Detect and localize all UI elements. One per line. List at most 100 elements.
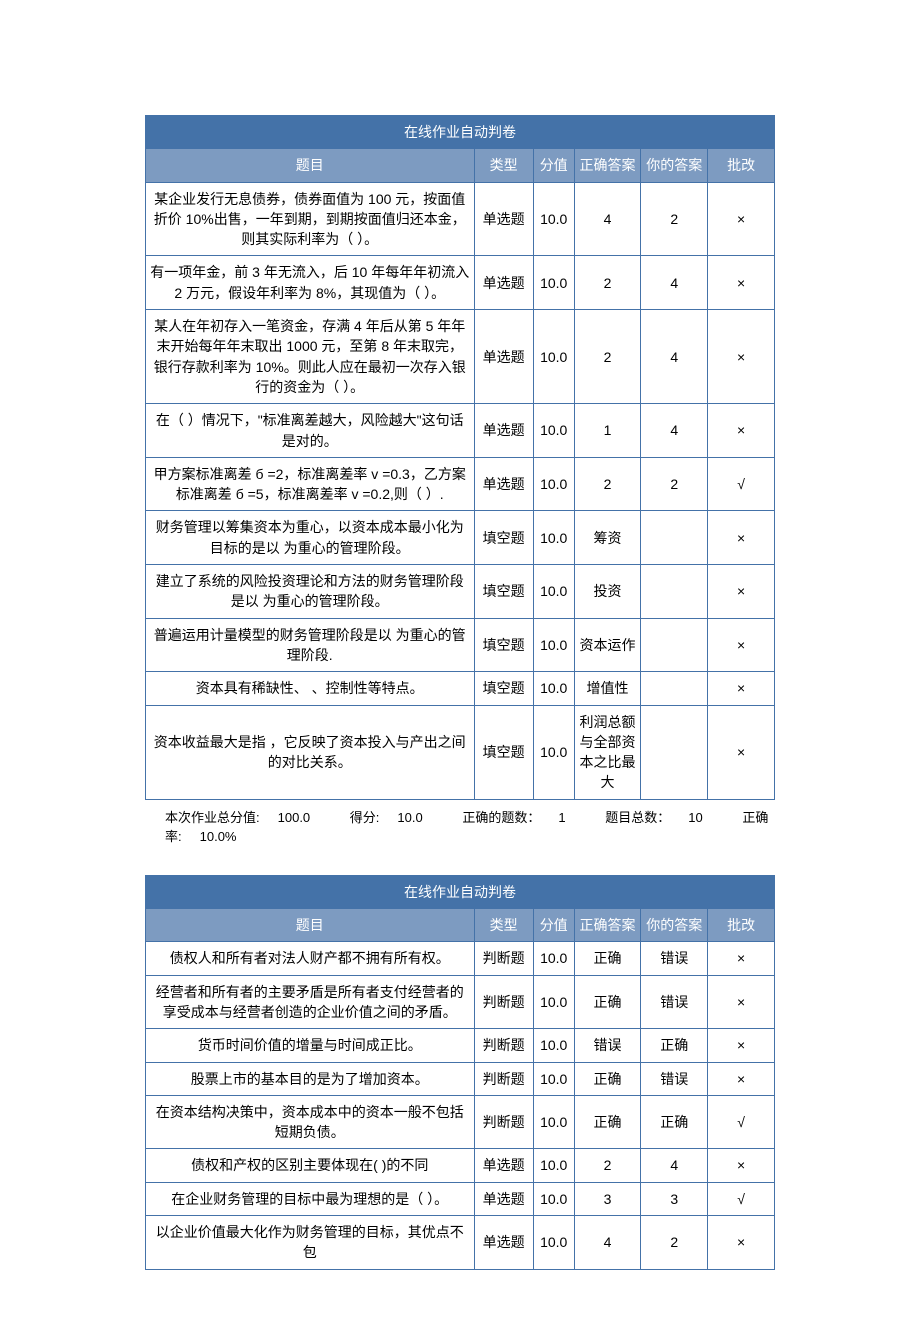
mark-wrong-icon: ×	[708, 1062, 775, 1095]
cell-correct-answer: 2	[574, 310, 641, 404]
cell-question: 货币时间价值的增量与时间成正比。	[146, 1029, 475, 1062]
cell-your-answer: 4	[641, 256, 708, 310]
summary-rate-value: 10.0%	[200, 829, 237, 844]
table-row: 在企业财务管理的目标中最为理想的是（ ）。单选题10.033√	[146, 1182, 775, 1215]
cell-score: 10.0	[533, 404, 574, 458]
summary-total-count-value: 10	[688, 810, 702, 825]
mark-correct-icon: √	[708, 1182, 775, 1215]
cell-type: 单选题	[474, 1149, 533, 1182]
mark-wrong-icon: ×	[708, 975, 775, 1029]
cell-correct-answer: 1	[574, 404, 641, 458]
header-score: 分值	[533, 149, 574, 182]
mark-wrong-icon: ×	[708, 1215, 775, 1269]
cell-your-answer: 4	[641, 404, 708, 458]
summary-total-value: 100.0	[278, 810, 311, 825]
grading-table-2: 在线作业自动判卷 题目 类型 分值 正确答案 你的答案 批改 债权人和所有者对法…	[145, 875, 775, 1270]
mark-wrong-icon: ×	[708, 182, 775, 256]
cell-score: 10.0	[533, 1062, 574, 1095]
cell-correct-answer: 增值性	[574, 672, 641, 705]
cell-your-answer: 4	[641, 310, 708, 404]
cell-question: 以企业价值最大化作为财务管理的目标，其优点不包	[146, 1215, 475, 1269]
cell-question: 建立了系统的风险投资理论和方法的财务管理阶段是以 为重心的管理阶段。	[146, 565, 475, 619]
cell-correct-answer: 2	[574, 256, 641, 310]
mark-wrong-icon: ×	[708, 942, 775, 975]
cell-type: 单选题	[474, 1182, 533, 1215]
cell-score: 10.0	[533, 1149, 574, 1182]
cell-question: 某企业发行无息债券，债券面值为 100 元，按面值折价 10%出售，一年到期，到…	[146, 182, 475, 256]
header-correct: 正确答案	[574, 149, 641, 182]
cell-question: 在（ ）情况下，"标准离差越大，风险越大"这句话是对的。	[146, 404, 475, 458]
table-row: 资本具有稀缺性、 、控制性等特点。填空题10.0增值性×	[146, 672, 775, 705]
cell-type: 判断题	[474, 942, 533, 975]
cell-type: 填空题	[474, 672, 533, 705]
mark-wrong-icon: ×	[708, 1029, 775, 1062]
cell-question: 普遍运用计量模型的财务管理阶段是以 为重心的管理阶段.	[146, 618, 475, 672]
table-row: 债权人和所有者对法人财产都不拥有所有权。判断题10.0正确错误×	[146, 942, 775, 975]
table-row: 财务管理以筹集资本为重心，以资本成本最小化为目标的是以 为重心的管理阶段。填空题…	[146, 511, 775, 565]
cell-your-answer: 2	[641, 182, 708, 256]
header-score-2: 分值	[533, 909, 574, 942]
mark-wrong-icon: ×	[708, 618, 775, 672]
cell-score: 10.0	[533, 1029, 574, 1062]
cell-score: 10.0	[533, 942, 574, 975]
cell-score: 10.0	[533, 457, 574, 511]
cell-score: 10.0	[533, 1095, 574, 1149]
cell-correct-answer: 利润总额与全部资本之比最大	[574, 705, 641, 799]
table-row: 股票上市的基本目的是为了增加资本。判断题10.0正确错误×	[146, 1062, 775, 1095]
cell-your-answer	[641, 618, 708, 672]
mark-wrong-icon: ×	[708, 310, 775, 404]
mark-correct-icon: √	[708, 457, 775, 511]
cell-question: 资本收益最大是指 ，它反映了资本投入与产出之间的对比关系。	[146, 705, 475, 799]
table-row: 债权和产权的区别主要体现在( )的不同单选题10.024×	[146, 1149, 775, 1182]
header-mark: 批改	[708, 149, 775, 182]
cell-type: 填空题	[474, 705, 533, 799]
cell-type: 判断题	[474, 1095, 533, 1149]
cell-your-answer: 2	[641, 1215, 708, 1269]
cell-question: 某人在年初存入一笔资金，存满 4 年后从第 5 年年末开始每年年末取出 1000…	[146, 310, 475, 404]
cell-correct-answer: 2	[574, 457, 641, 511]
table-row: 在（ ）情况下，"标准离差越大，风险越大"这句话是对的。单选题10.014×	[146, 404, 775, 458]
cell-score: 10.0	[533, 256, 574, 310]
summary-correct-count-value: 1	[558, 810, 565, 825]
cell-your-answer	[641, 705, 708, 799]
table-row: 在资本结构决策中，资本成本中的资本一般不包括短期负债。判断题10.0正确正确√	[146, 1095, 775, 1149]
header-type-2: 类型	[474, 909, 533, 942]
cell-score: 10.0	[533, 565, 574, 619]
mark-wrong-icon: ×	[708, 404, 775, 458]
header-mark-2: 批改	[708, 909, 775, 942]
cell-question: 在资本结构决策中，资本成本中的资本一般不包括短期负债。	[146, 1095, 475, 1149]
summary-got-label: 得分:	[350, 810, 380, 825]
cell-score: 10.0	[533, 672, 574, 705]
cell-type: 填空题	[474, 565, 533, 619]
table-row: 普遍运用计量模型的财务管理阶段是以 为重心的管理阶段.填空题10.0资本运作×	[146, 618, 775, 672]
grading-table-1: 在线作业自动判卷 题目 类型 分值 正确答案 你的答案 批改 某企业发行无息债券…	[145, 115, 775, 800]
cell-correct-answer: 4	[574, 1215, 641, 1269]
table-row: 经营者和所有者的主要矛盾是所有者支付经营者的享受成本与经营者创造的企业价值之间的…	[146, 975, 775, 1029]
mark-wrong-icon: ×	[708, 565, 775, 619]
cell-score: 10.0	[533, 975, 574, 1029]
table-row: 货币时间价值的增量与时间成正比。判断题10.0错误正确×	[146, 1029, 775, 1062]
cell-your-answer: 正确	[641, 1095, 708, 1149]
cell-correct-answer: 正确	[574, 1062, 641, 1095]
summary-total-count-label: 题目总数：	[605, 810, 670, 825]
mark-wrong-icon: ×	[708, 705, 775, 799]
summary-got-value: 10.0	[397, 810, 422, 825]
cell-correct-answer: 4	[574, 182, 641, 256]
table2-title: 在线作业自动判卷	[146, 875, 775, 908]
header-correct-2: 正确答案	[574, 909, 641, 942]
summary-total-label: 本次作业总分值:	[165, 810, 260, 825]
header-your-2: 你的答案	[641, 909, 708, 942]
mark-wrong-icon: ×	[708, 672, 775, 705]
header-question: 题目	[146, 149, 475, 182]
mark-wrong-icon: ×	[708, 256, 775, 310]
cell-type: 单选题	[474, 310, 533, 404]
cell-score: 10.0	[533, 705, 574, 799]
table-row: 以企业价值最大化作为财务管理的目标，其优点不包单选题10.042×	[146, 1215, 775, 1269]
cell-type: 判断题	[474, 1029, 533, 1062]
cell-correct-answer: 3	[574, 1182, 641, 1215]
table1-title: 在线作业自动判卷	[146, 116, 775, 149]
cell-type: 单选题	[474, 404, 533, 458]
cell-score: 10.0	[533, 1182, 574, 1215]
cell-your-answer: 4	[641, 1149, 708, 1182]
cell-correct-answer: 筹资	[574, 511, 641, 565]
